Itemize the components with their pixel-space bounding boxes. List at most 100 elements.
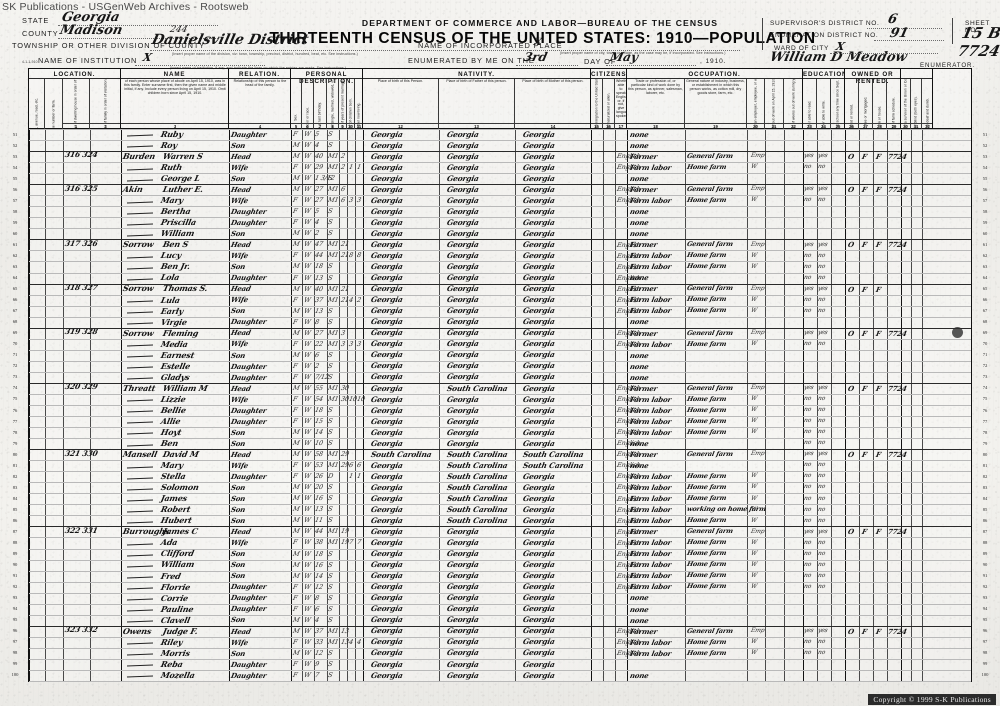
row-number: 54	[12, 164, 18, 170]
handwritten-entry: Farm labor	[629, 571, 673, 581]
column-24: Whether able to write. 24	[817, 79, 831, 129]
handwritten-entry: W	[303, 527, 312, 536]
family-divider	[29, 625, 971, 627]
handwritten-entry: F	[292, 593, 299, 602]
handwritten-entry: Georgia	[522, 173, 556, 183]
row-divider	[29, 393, 971, 395]
row-divider	[29, 360, 971, 362]
handwritten-entry: none	[629, 140, 650, 150]
row-divider	[29, 129, 971, 130]
handwritten-entry: General farm	[686, 284, 734, 293]
handwritten-entry: Estelle	[159, 360, 192, 371]
column-x: House number or farm.	[45, 79, 63, 129]
handwritten-entry: Farmer	[629, 383, 659, 393]
handwritten-entry: Georgia	[522, 549, 556, 559]
handwritten-entry: Lola	[159, 272, 181, 283]
handwritten-entry: none	[629, 593, 650, 603]
handwritten-entry: S	[327, 273, 334, 282]
handwritten-entry: Georgia	[370, 195, 404, 205]
row-number: 99	[982, 661, 988, 667]
row-number: 73	[982, 374, 988, 380]
column-22: Number of weeks out of work during year …	[784, 79, 802, 129]
handwritten-entry: W	[303, 185, 312, 194]
handwritten-entry: Georgia	[446, 527, 480, 537]
column-number: 3	[121, 123, 228, 129]
row-number: 85	[12, 506, 18, 512]
handwritten-entry: M	[292, 328, 301, 337]
handwritten-entry: W	[303, 317, 312, 326]
handwritten-entry: W	[750, 196, 758, 204]
enumerator-label: Enumerator.	[920, 62, 976, 69]
column-group-title: LOCATION.	[29, 69, 120, 79]
handwritten-entry: W	[303, 196, 312, 205]
handwritten-entry: 12	[314, 648, 324, 657]
handwritten-entry: 3	[348, 196, 354, 205]
row-number: 100	[11, 672, 19, 678]
handwritten-entry: Sorrow	[121, 283, 155, 294]
handwritten-entry: Georgia	[370, 471, 404, 481]
column-11: Number now living. 11	[355, 79, 362, 129]
handwritten-entry: M1	[327, 626, 340, 635]
handwritten-entry: 3	[348, 339, 354, 348]
handwritten-entry: M1	[327, 251, 340, 260]
institution-rule	[135, 65, 265, 66]
handwritten-entry: 44	[314, 527, 324, 536]
handwritten-entry: S	[327, 229, 334, 238]
handwritten-entry: Wife	[230, 339, 250, 349]
row-divider	[29, 548, 971, 550]
handwritten-entry: none	[629, 350, 650, 360]
state-label: State	[22, 16, 50, 25]
row-number: 78	[12, 429, 18, 435]
handwritten-entry: W	[303, 273, 312, 282]
handwritten-entry: Solomon	[159, 482, 200, 493]
handwritten-entry: Georgia	[446, 195, 480, 205]
handwritten-entry: yes	[817, 152, 829, 160]
institution-value: X	[141, 51, 154, 64]
handwritten-entry: Akin	[121, 184, 144, 195]
handwritten-entry: O	[847, 185, 855, 195]
handwritten-entry: Georgia	[370, 571, 404, 581]
column-number: 27	[859, 123, 872, 129]
handwritten-entry: M	[292, 174, 301, 183]
handwritten-entry: General farm	[686, 626, 734, 635]
handwritten-entry: Emp	[750, 328, 766, 336]
column-number: 30	[901, 123, 910, 129]
column-group-location: LOCATION. Street, avenue, road, etc. House…	[29, 69, 121, 129]
handwritten-entry: none	[629, 372, 650, 382]
column-18: Trade or profession of, or particular ki…	[627, 79, 685, 129]
row-number: 91	[982, 573, 988, 579]
handwritten-entry: Georgia	[446, 262, 480, 272]
handwritten-entry: 7724	[887, 626, 908, 636]
row-number: 69	[982, 330, 988, 336]
handwritten-entry: Head	[230, 184, 252, 194]
handwritten-entry: W	[303, 538, 312, 547]
handwritten-entry: 11	[314, 516, 324, 525]
handwritten-entry: Georgia	[522, 228, 556, 238]
handwritten-entry: Georgia	[522, 560, 556, 570]
handwritten-entry: yes	[803, 185, 815, 193]
handwritten-entry: 2	[340, 152, 346, 161]
handwritten-entry: Georgia	[522, 140, 556, 150]
handwritten-entry: no	[817, 549, 826, 557]
handwritten-entry: F	[292, 406, 299, 414]
handwritten-entry: Head	[230, 151, 252, 161]
handwritten-entry: Home farm	[686, 582, 728, 591]
handwritten-entry: no	[803, 538, 812, 546]
family-divider	[29, 526, 971, 528]
handwritten-entry: W	[750, 295, 758, 303]
handwritten-entry: Farm labor	[629, 339, 673, 349]
handwritten-entry: no	[817, 560, 826, 568]
handwritten-entry: Georgia	[522, 427, 556, 437]
handwritten-entry: Georgia	[370, 295, 404, 305]
handwritten-entry: W	[750, 516, 758, 524]
handwritten-entry: M	[292, 494, 301, 503]
row-number: 74	[982, 385, 988, 391]
township-label: Township or other division of county	[12, 41, 206, 50]
row-number: 90	[982, 562, 988, 568]
handwritten-entry: no	[817, 472, 826, 480]
row-number: 65	[12, 286, 18, 292]
handwritten-entry: W	[750, 306, 758, 314]
ditto-dash	[127, 477, 153, 480]
column-group-title: EDUCATION.	[803, 71, 844, 79]
handwritten-entry: Georgia	[522, 339, 556, 349]
